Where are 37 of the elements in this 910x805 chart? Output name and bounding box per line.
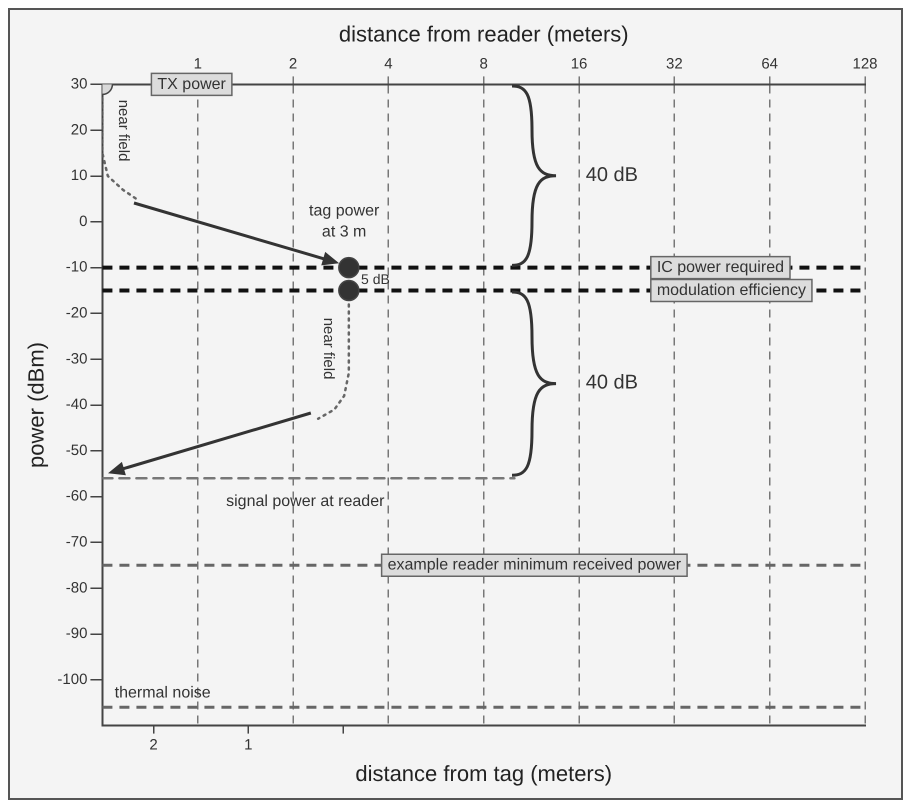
y-tick-label: -30 (66, 350, 88, 368)
annotation: signal power at reader (226, 493, 386, 510)
y-axis-title: power (dBm) (23, 342, 48, 468)
y-tick-label: -40 (66, 396, 88, 414)
y-tick-label: 0 (79, 212, 88, 230)
y-tick-label: -20 (66, 304, 88, 322)
y-tick-label: -70 (66, 534, 88, 551)
y-tick-label: 20 (70, 121, 88, 138)
ref-line-label: example reader minimum received power (388, 556, 682, 574)
ref-line-label: IC power required (656, 259, 784, 276)
ref-line-label: modulation efficiency (656, 282, 806, 299)
x2-tick-label: 8 (480, 56, 488, 73)
x2-tick-label: 64 (761, 56, 778, 73)
x2-tick-label: 1 (194, 56, 202, 73)
x2-tick-label: 16 (570, 56, 588, 73)
ref-line-label: thermal noise (114, 684, 211, 702)
annotation: near field (114, 100, 132, 162)
y-tick-label: -50 (66, 442, 88, 459)
x2-tick-label: 32 (666, 56, 683, 73)
y-tick-label: 10 (70, 167, 88, 184)
y-tick-label: -60 (66, 488, 88, 505)
annotation: 40 dB (586, 164, 638, 186)
y-tick-label: -80 (66, 579, 88, 596)
x2-tick-label: 4 (384, 56, 393, 73)
annotation: TX power (157, 76, 227, 93)
x-axis-title: distance from tag (meters) (355, 760, 612, 786)
y-tick-label: -10 (66, 258, 88, 276)
y-tick-label: 30 (70, 76, 88, 93)
annotation: near field (320, 318, 338, 380)
x2-tick-label: 2 (288, 56, 298, 73)
annotation: 5 dB (361, 270, 390, 287)
x2-tick-label: 128 (852, 56, 878, 73)
y-tick-label: -100 (57, 670, 88, 688)
annotation: tag power at 3 m (309, 202, 380, 241)
annotation: 40 dB (586, 372, 638, 394)
x2-axis-title: distance from reader (meters) (338, 21, 629, 46)
y-tick-label: -90 (66, 625, 88, 642)
